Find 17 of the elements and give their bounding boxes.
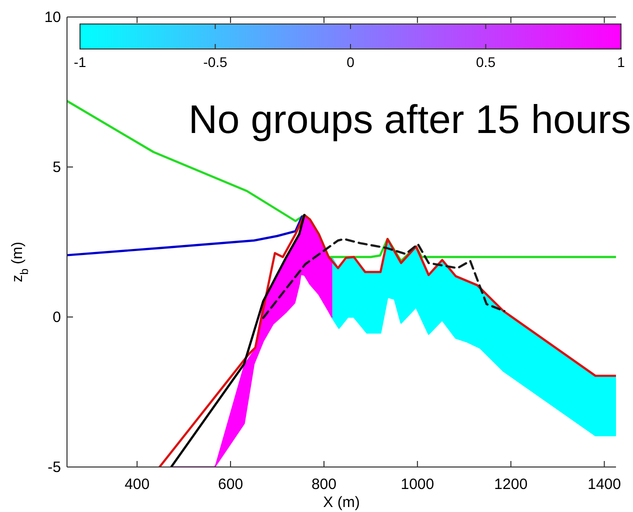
text: 1 [617, 54, 626, 70]
x-tick-label: 1400 [588, 476, 622, 493]
x-axis-title: X (m) [323, 494, 360, 511]
x-tick-label: 1000 [400, 476, 434, 493]
y-tick-label: 5 [52, 159, 61, 176]
x-tick-label: 400 [124, 476, 150, 493]
annotation: -1 [74, 54, 86, 70]
annotation: 0 [346, 54, 355, 70]
annotation: -0.5 [203, 54, 228, 70]
x-tick-label: 800 [311, 476, 336, 493]
y-tick-label: 10 [44, 9, 61, 26]
x-tick-label: 600 [218, 476, 244, 493]
annotation: No groups after 15 hours [188, 98, 631, 142]
x-tick-label: 1200 [494, 476, 528, 493]
y-tick-label: -5 [48, 459, 61, 476]
annotation: 0.5 [476, 54, 496, 70]
y-tick-label: 0 [52, 309, 61, 326]
